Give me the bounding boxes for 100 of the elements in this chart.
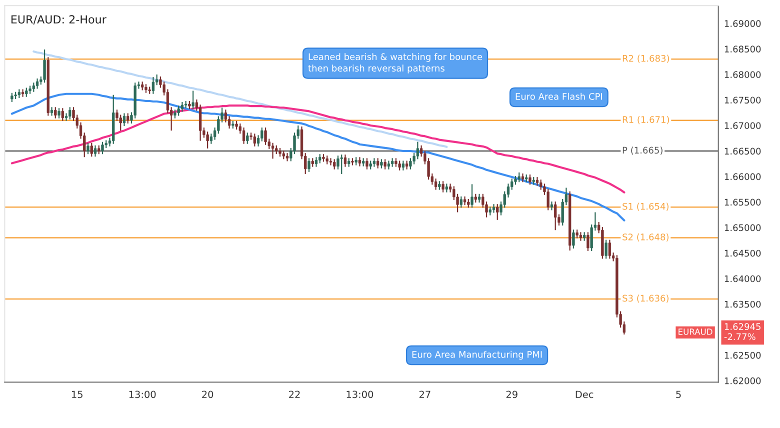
candlestick [94, 144, 97, 158]
candlestick [21, 88, 24, 98]
candlestick [286, 152, 289, 162]
y-tick-label: 1.68000 [724, 71, 761, 78]
candlestick [43, 48, 46, 84]
y-tick-label: 1.64000 [724, 275, 761, 282]
candlestick [398, 160, 401, 171]
candlestick [246, 132, 249, 144]
y-tick-label: 1.65500 [724, 198, 761, 206]
candlestick [554, 200, 557, 231]
x-tick-label: 13:00 [346, 390, 374, 398]
candlestick [358, 156, 362, 167]
candlestick [101, 141, 104, 155]
candlestick [206, 131, 209, 150]
candlestick [253, 133, 256, 147]
candlestick [380, 158, 383, 169]
candlestick [228, 116, 231, 130]
candlestick [308, 158, 310, 172]
candlestick [256, 134, 260, 147]
candlestick [528, 174, 532, 186]
candlestick [177, 105, 180, 116]
ref-line-label: S1 (1.654) [622, 202, 668, 211]
candlestick [387, 160, 390, 170]
candlestick [376, 158, 380, 169]
candlestick [198, 104, 202, 142]
candlestick [492, 204, 496, 214]
annotation: EURAUD [678, 328, 712, 335]
y-tick-label: 1.66000 [724, 173, 761, 180]
candlestick [166, 88, 170, 114]
candlestick [604, 239, 608, 260]
candlestick [32, 82, 35, 92]
candlestick [68, 106, 72, 120]
y-tick-label: 1.62000 [724, 377, 761, 384]
candlestick [50, 106, 54, 116]
candlestick [126, 112, 130, 124]
annotation: Euro Area Manufacturing PMI [412, 350, 542, 360]
candlestick [58, 108, 60, 119]
x-tick-label: 15 [72, 390, 82, 398]
candlestick [496, 204, 499, 220]
y-tick-label: 1.64500 [724, 250, 761, 257]
x-tick-label: 13:00 [129, 390, 156, 398]
candlestick [314, 156, 318, 168]
candlestick [344, 154, 347, 168]
candlestick [61, 108, 64, 122]
candlestick [86, 142, 90, 155]
candlestick [608, 239, 612, 260]
candlestick [372, 158, 376, 168]
candlestick [264, 126, 267, 146]
y-tick-label: 1.68500 [724, 46, 761, 52]
y-tick-label: 1.62500 [724, 352, 761, 359]
y-tick-label: 1.67000 [724, 122, 761, 130]
y-tick-label: 1.66500 [724, 148, 761, 155]
candlestick [333, 158, 336, 170]
x-tick-label: 5 [676, 390, 681, 398]
y-tick-label: 1.69000 [724, 20, 761, 27]
candlestick [318, 154, 322, 164]
annotation: 1.62945 -2.77% [724, 323, 760, 340]
x-tick-label: 29 [506, 390, 518, 398]
candlestick [122, 112, 126, 127]
y-tick-label: 1.67500 [724, 96, 761, 104]
candlestick [152, 76, 155, 94]
candlestick [470, 184, 474, 208]
x-tick-label: 20 [202, 390, 214, 398]
candlestick [586, 232, 590, 252]
ref-line-label: S2 (1.648) [622, 233, 668, 242]
candlestick [402, 160, 405, 171]
candlestick [64, 112, 68, 122]
y-tick-label: 1.63500 [724, 300, 761, 308]
x-tick-label: 22 [289, 390, 300, 398]
candlestick [10, 92, 14, 103]
x-tick-label: Dec [576, 390, 594, 398]
candlestick [340, 154, 343, 175]
ref-line-label: R2 (1.683) [622, 54, 670, 63]
candlestick [25, 87, 28, 98]
candlestick [180, 101, 184, 112]
candlestick [90, 142, 93, 158]
candlestick [192, 90, 194, 110]
ref-line-label: R1 (1.671) [622, 116, 670, 124]
candlestick [579, 232, 582, 242]
candlestick [518, 172, 520, 183]
candlestick [271, 142, 274, 160]
candlestick [54, 106, 57, 119]
candlestick [329, 158, 332, 166]
candlestick [384, 158, 386, 170]
annotation: Leaned bearish & watching for bounce then bearish reversal patterns [308, 53, 482, 74]
candlestick [36, 78, 39, 90]
text: EUR/AUD: 2-Hour [11, 15, 106, 24]
candlestick [434, 178, 438, 190]
y-tick-label: 1.65000 [724, 224, 761, 232]
candlestick [442, 180, 444, 193]
x-tick-label: 27 [419, 390, 430, 398]
ref-line-label: S3 (1.636) [622, 294, 668, 303]
candlestick [336, 155, 340, 170]
ref-line-label: P (1.665) [622, 146, 662, 155]
candlestick [242, 126, 246, 144]
annotation: Euro Area Flash CPI [516, 92, 602, 100]
candlestick [366, 158, 368, 170]
line-series [32, 50, 448, 148]
candlestick [460, 196, 462, 208]
candlestick [572, 229, 575, 250]
